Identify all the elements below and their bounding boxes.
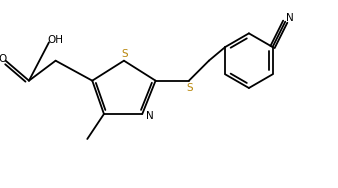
Text: S: S bbox=[121, 49, 127, 59]
Text: O: O bbox=[0, 54, 7, 64]
Text: S: S bbox=[186, 83, 193, 93]
Text: N: N bbox=[286, 13, 294, 23]
Text: N: N bbox=[146, 111, 153, 121]
Text: OH: OH bbox=[47, 35, 63, 45]
